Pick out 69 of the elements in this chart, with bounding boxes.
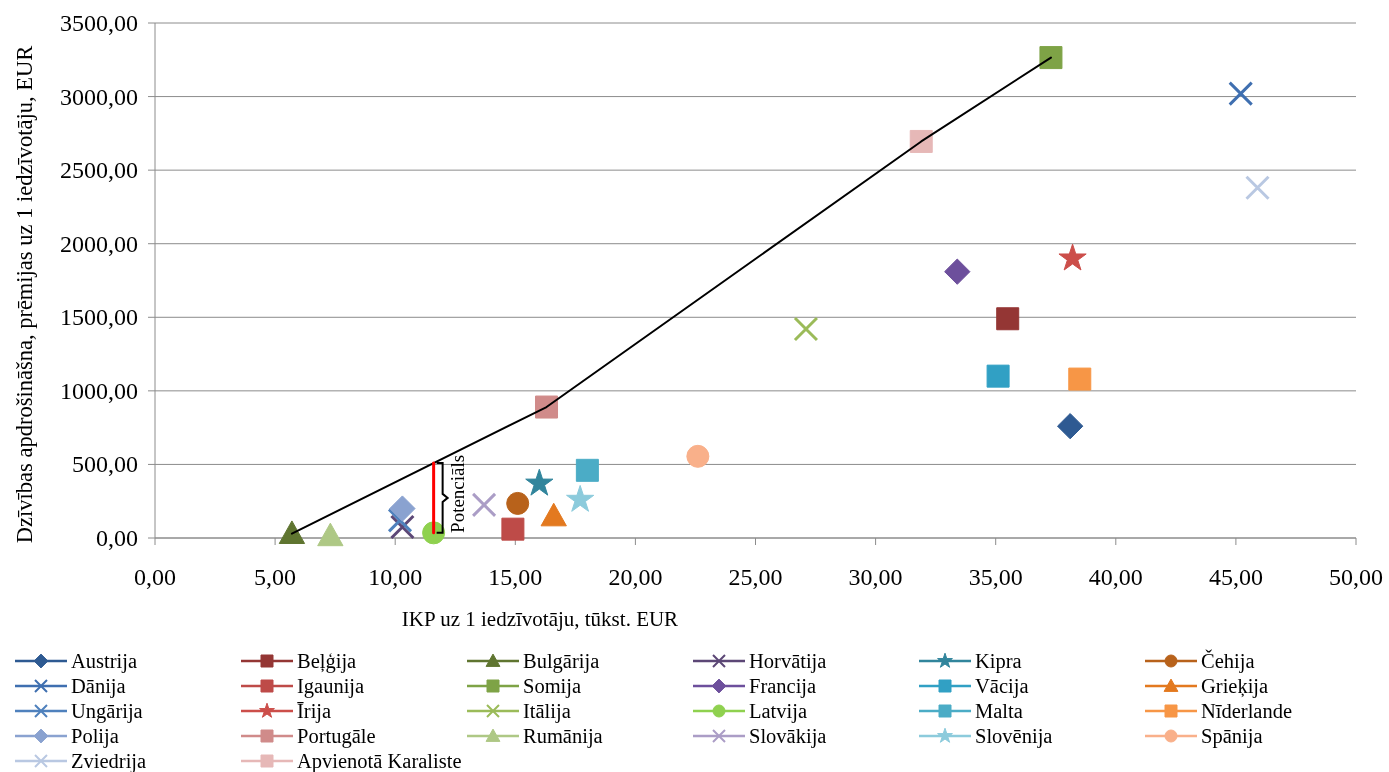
legend-label: Kipra [975,650,1022,673]
point [575,458,599,482]
x-tick-label: 0,00 [134,564,176,590]
x-tick-label: 30,00 [848,564,903,590]
legend-label: Beļģija [297,650,357,673]
legend-label: Zviedrija [71,750,147,772]
legend-label: Spānija [1201,725,1263,748]
y-axis-title: Dzīvības apdrošināšna, prēmijas uz 1 iedzīvotāju, EUR [11,45,37,544]
legend-label: Latvija [749,700,808,723]
legend-label: Dānija [71,675,126,698]
point [317,522,344,547]
point [389,495,416,522]
x-tick-label: 50,00 [1329,564,1383,590]
legend-label: Austrija [71,650,138,673]
x-axis-title: IKP uz 1 iedzīvotāju, tūkst. EUR [401,607,679,631]
y-tick-label: 500,00 [72,451,138,478]
point [525,468,554,496]
y-tick-label: 2500,00 [60,157,138,184]
y-tick-label: 3500,00 [60,10,138,36]
y-tick-label: 1500,00 [60,304,138,331]
point [793,316,819,342]
x-tick-label: 40,00 [1088,564,1143,590]
legend-label: Īrija [297,700,332,723]
point [566,484,595,512]
point [944,258,971,285]
legend-label: Rumānija [523,725,603,748]
point [278,520,306,544]
legend-label: Portugāle [297,725,376,748]
legend-label: Bulgārija [523,650,600,673]
point [1057,413,1084,440]
point [996,307,1020,331]
point [1228,81,1254,107]
legend-label: Horvātija [749,650,827,673]
x-tick-label: 15,00 [488,564,543,590]
point [471,492,497,518]
legend-label: Francija [749,675,817,698]
legend-label: Ungārija [71,700,143,723]
point [1068,367,1092,391]
y-tick-label: 0,00 [96,525,138,551]
legend-label: Igaunija [297,675,365,698]
legend-label: Grieķija [1201,675,1269,698]
x-tick-label: 45,00 [1208,564,1263,590]
legend-label: Polija [71,725,119,748]
point [501,517,525,541]
x-tick-label: 35,00 [968,564,1023,590]
legend-label: Čehija [1201,649,1255,673]
legend-label: Apvienotā Karaliste [297,750,462,772]
legend-label: Somija [523,675,582,698]
y-tick-label: 1000,00 [60,377,138,404]
legend-label: Malta [975,700,1023,722]
y-tick-label: 2000,00 [60,230,138,257]
legend-label: Nīderlande [1201,700,1293,722]
point [1039,46,1063,70]
y-tick-label: 3000,00 [60,83,138,110]
legend-label: Slovākija [749,725,827,748]
point [986,364,1010,388]
legend-label: Slovēnija [975,725,1053,748]
legend-label: Itālija [523,700,571,723]
x-tick-label: 5,00 [254,564,297,590]
point [506,491,530,515]
point [540,502,567,527]
legend-label: Vācija [975,675,1029,698]
point [1058,243,1087,271]
annotation: Potenciāls [447,454,469,533]
x-tick-label: 25,00 [728,564,783,590]
point [686,444,710,468]
point [1245,175,1271,201]
x-tick-label: 20,00 [608,564,663,590]
x-tick-label: 10,00 [368,564,423,590]
